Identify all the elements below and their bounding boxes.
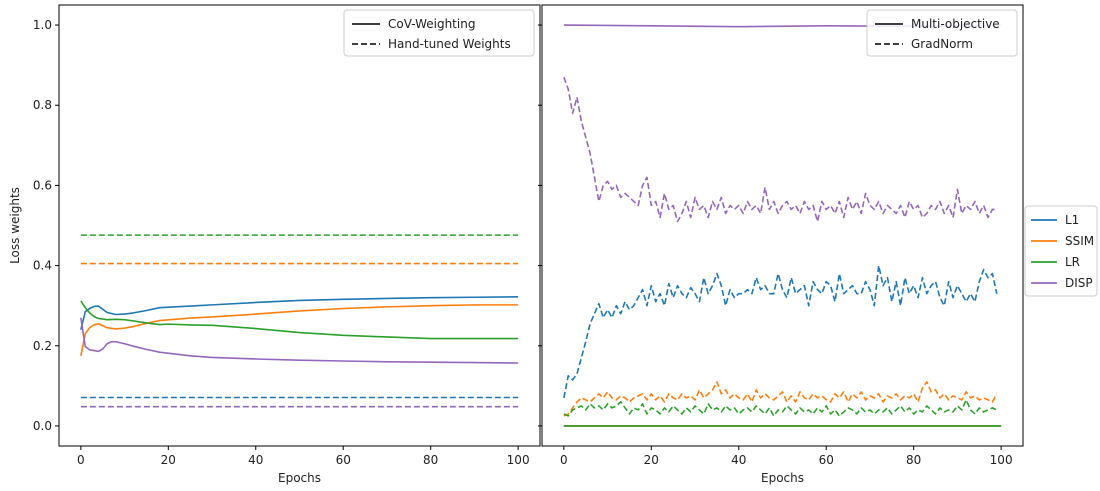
x-axis-label: Epochs — [761, 471, 804, 485]
x-tick-label: 80 — [423, 453, 438, 467]
series-line-disp-gradnorm — [563, 76, 997, 223]
color-legend-frame — [1024, 205, 1098, 297]
color-legend-label: LR — [1065, 255, 1080, 269]
style-legend-label: Multi-objective — [911, 17, 1000, 31]
style-legend: CoV-Weighting Hand-tuned Weights — [343, 9, 535, 57]
series-line-ssim-cov-weighting — [80, 304, 519, 356]
series-line-disp-cov-weighting — [80, 317, 519, 364]
color-legend-label: L1 — [1065, 213, 1079, 227]
panel-left: 0 20 40 60 80 100 0.0 0.2 0.4 0.6 0.8 1.0 Epochs Loss… — [8, 4, 541, 485]
y-tick-label: 0.8 — [33, 98, 52, 112]
color-legend-label: SSIM — [1065, 234, 1094, 248]
axes-frame — [58, 4, 541, 447]
x-axis-label: Epochs — [278, 471, 321, 485]
series-line-lr-gradnorm — [563, 399, 998, 417]
x-tick-label: 100 — [507, 453, 530, 467]
series-group — [563, 24, 1002, 427]
y-tick-label: 0.0 — [33, 419, 52, 433]
style-legend-label: GradNorm — [911, 37, 973, 51]
x-tick-label: 20 — [644, 453, 659, 467]
style-legend-label: Hand-tuned Weights — [388, 37, 511, 51]
style-legend-label: CoV-Weighting — [388, 17, 475, 31]
series-group — [80, 234, 519, 408]
y-tick-label: 0.2 — [33, 339, 52, 353]
x-tick-label: 40 — [731, 453, 746, 467]
y-tick-label: 0.4 — [33, 259, 52, 273]
panel-right: 0 20 40 60 80 100 Epochs Multi-objective GradNor… — [538, 4, 1024, 485]
x-tick-label: 80 — [906, 453, 921, 467]
x-tick-label: 40 — [248, 453, 263, 467]
series-line-l1-cov-weighting — [80, 296, 519, 330]
style-legend-frame — [343, 9, 535, 57]
x-tick-label: 60 — [336, 453, 351, 467]
y-tick-label: 0.6 — [33, 178, 52, 192]
series-line-lr-cov-weighting — [80, 300, 519, 340]
y-tick-label: 1.0 — [33, 18, 52, 32]
color-legend-label: DISP — [1065, 276, 1093, 290]
x-tick-label: 100 — [990, 453, 1013, 467]
x-tick-label: 0 — [560, 453, 568, 467]
x-tick-label: 0 — [77, 453, 85, 467]
style-legend-frame — [866, 9, 1018, 57]
series-line-l1-gradnorm — [563, 264, 998, 399]
series-line-ssim-gradnorm — [563, 381, 998, 417]
x-tick-label: 60 — [819, 453, 834, 467]
color-legend: L1 SSIM LR DISP — [1024, 205, 1098, 297]
x-tick-label: 20 — [161, 453, 176, 467]
y-axis-label: Loss weights — [8, 187, 22, 264]
axes-frame — [541, 4, 1024, 447]
style-legend: Multi-objective GradNorm — [866, 9, 1018, 57]
